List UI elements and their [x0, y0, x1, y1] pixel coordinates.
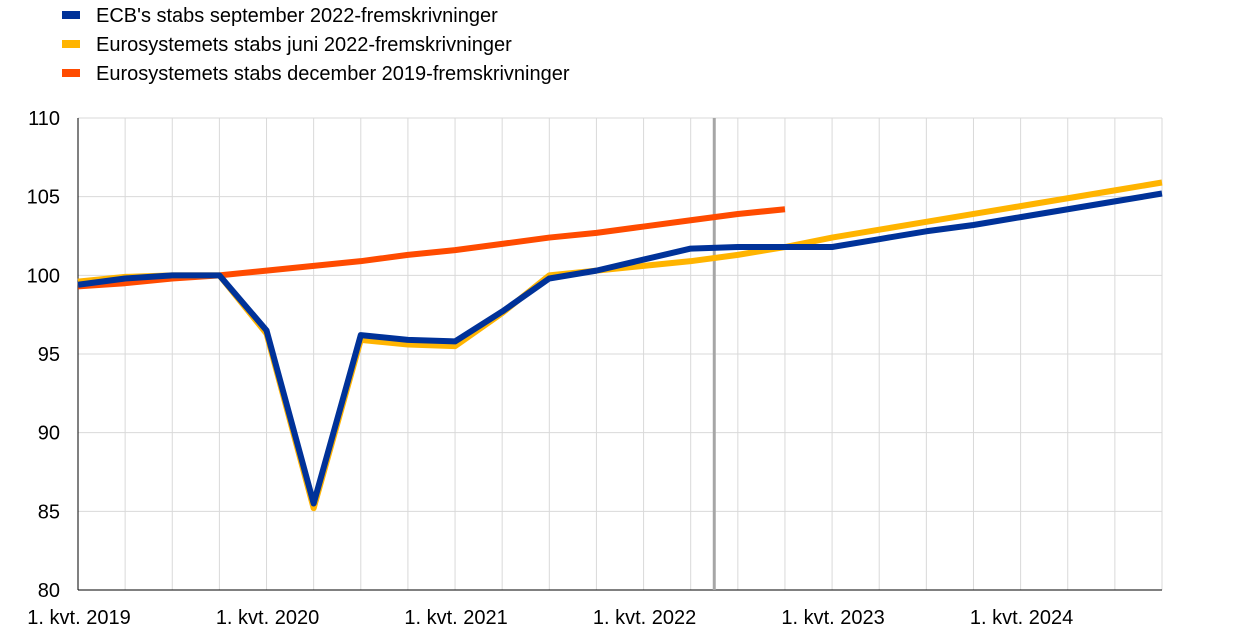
y-tick-label: 100	[27, 265, 60, 287]
x-tick-label: 1. kvt. 2022	[593, 607, 696, 629]
x-tick-label: 1. kvt. 2024	[970, 607, 1073, 629]
y-tick-label: 90	[38, 423, 60, 445]
legend: ECB's stabs september 2022-fremskrivning…	[62, 5, 570, 85]
series-line-1	[77, 190, 1163, 507]
x-tick-label: 1. kvt. 2021	[404, 607, 507, 629]
y-tick-label: 85	[38, 501, 60, 523]
x-tick-label: 1. kvt. 2023	[781, 607, 884, 629]
legend-label: Eurosystemets stabs juni 2022-fremskrivn…	[96, 34, 512, 56]
axes	[77, 118, 1162, 591]
series-layer	[77, 179, 1163, 512]
x-tick-label: 1. kvt. 2020	[216, 607, 319, 629]
y-tick-label: 95	[38, 344, 60, 366]
tick-labels: 80 85 90 95 100 105 110 1. kvt. 2019 1. kvt. 202…	[27, 108, 1074, 629]
y-tick-label: 110	[28, 108, 60, 130]
gridlines	[78, 117, 1163, 590]
x-tick-label: 1. kvt. 2019	[27, 607, 130, 629]
legend-swatch	[62, 40, 80, 48]
legend-label: Eurosystemets stabs december 2019-fremsk…	[96, 63, 570, 85]
legend-label: ECB's stabs september 2022-fremskrivning…	[96, 5, 498, 27]
y-tick-label: 80	[38, 580, 60, 602]
legend-swatch	[62, 69, 80, 77]
y-tick-label: 105	[27, 187, 60, 209]
legend-swatch	[62, 11, 80, 19]
